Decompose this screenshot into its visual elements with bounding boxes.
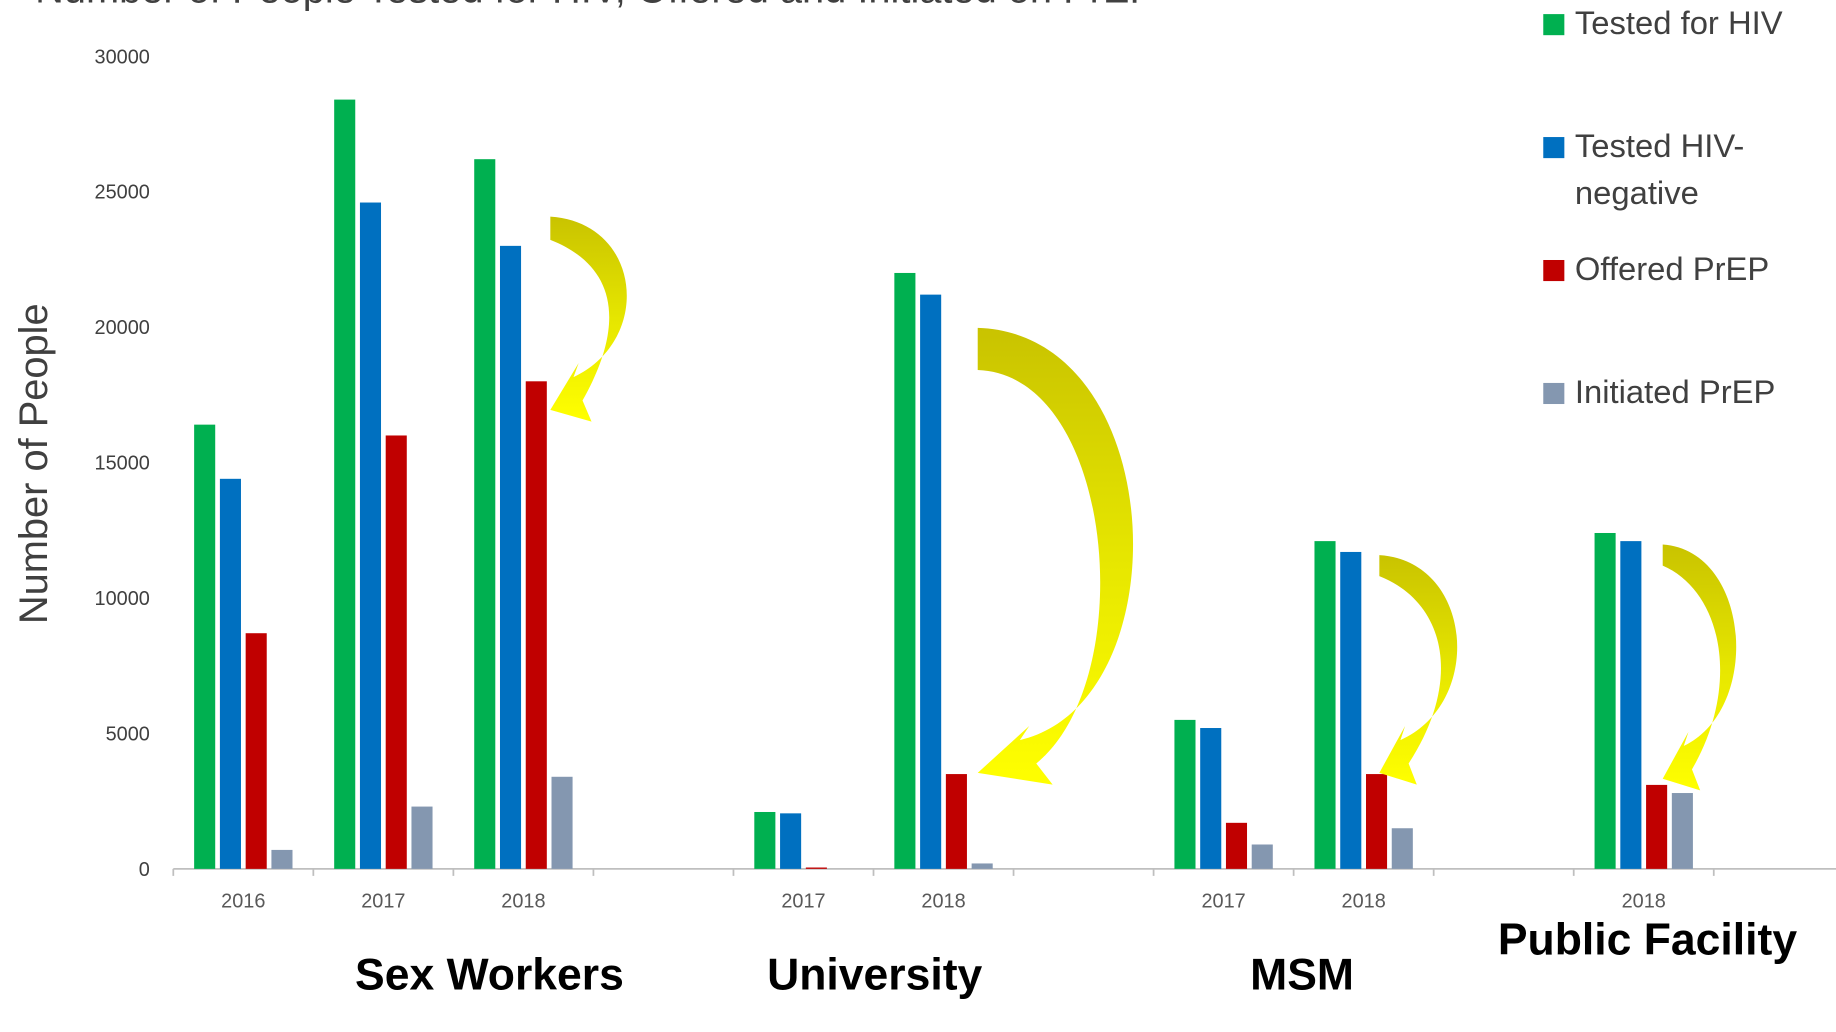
bar [754,811,776,869]
bar [525,381,547,869]
bar [1340,551,1362,869]
bar [945,774,967,869]
y-tick-label: 10000 [95,588,150,610]
x-tick-label: 2018 [1342,891,1386,913]
arrow [977,327,1134,785]
x-tick-label: 2017 [781,891,825,913]
bar [1251,844,1273,869]
bar [1225,822,1248,869]
x-tick-label: 2018 [501,891,545,913]
arrow [550,216,627,422]
legend-label-box: Initiated PrEP [1574,373,1776,410]
legend-label-box: Tested for HIV [1574,4,1783,42]
bar [334,99,356,869]
bar [1174,719,1196,869]
bar [411,806,433,869]
bar [971,863,993,869]
bar [271,849,293,869]
legend-swatch [1543,14,1565,36]
legend-swatch [1543,137,1565,159]
arrow [1379,555,1458,785]
bar [805,867,827,869]
bar [1620,541,1642,869]
legend-label: Tested HIV-negative [1574,127,1745,211]
bar [1365,774,1388,869]
bar [1391,828,1413,869]
bar [1200,728,1222,869]
legend-label: Tested for HIV [1574,4,1783,42]
bar [385,435,407,869]
group-label: Public Facility [1497,915,1798,965]
group-label-box: University [767,950,983,1001]
chart-title: Number of People Tested for HIV, Offered… [35,0,1156,11]
bar [359,202,382,869]
bar [474,159,496,869]
legend-label: Offered PrEP [1574,250,1770,287]
bar [499,245,522,869]
bar [1646,784,1668,869]
x-tick-label: 2016 [221,891,265,913]
bar [194,424,216,869]
bar [920,294,942,869]
x-tick-label: 2017 [1201,891,1245,913]
bar [1671,793,1693,869]
legend-swatch [1543,259,1565,282]
y-tick-label: 30000 [95,46,150,68]
y-axis-label: Number of People [12,303,56,624]
x-tick-label: 2018 [921,891,965,913]
y-tick-label: 25000 [95,182,150,204]
y-tick-label: 5000 [106,723,150,745]
bar [1594,532,1616,869]
group-label-box: Sex Workers [355,950,624,1001]
y-tick-label: 15000 [95,453,150,475]
group-label-box: Public Facility [1497,915,1798,965]
legend-label-box: Tested HIV-negative [1574,127,1745,211]
y-tick-label: 20000 [95,317,150,339]
bar [551,776,573,869]
group-label: University [767,950,983,1001]
group-label-box: MSM [1250,950,1354,1001]
legend-swatch [1543,382,1565,405]
bar [1314,541,1336,869]
legend-label-box: Offered PrEP [1574,250,1770,287]
legend-label: Initiated PrEP [1574,373,1776,410]
bar [780,813,802,869]
bar [245,633,267,869]
y-tick-label: 0 [139,859,150,881]
arrow [1662,544,1737,791]
bar [219,478,241,869]
group-label: MSM [1250,950,1354,1001]
group-label: Sex Workers [355,950,624,1001]
x-tick-label: 2017 [361,891,405,913]
bar [894,272,916,869]
x-tick-label: 2018 [1622,891,1666,913]
